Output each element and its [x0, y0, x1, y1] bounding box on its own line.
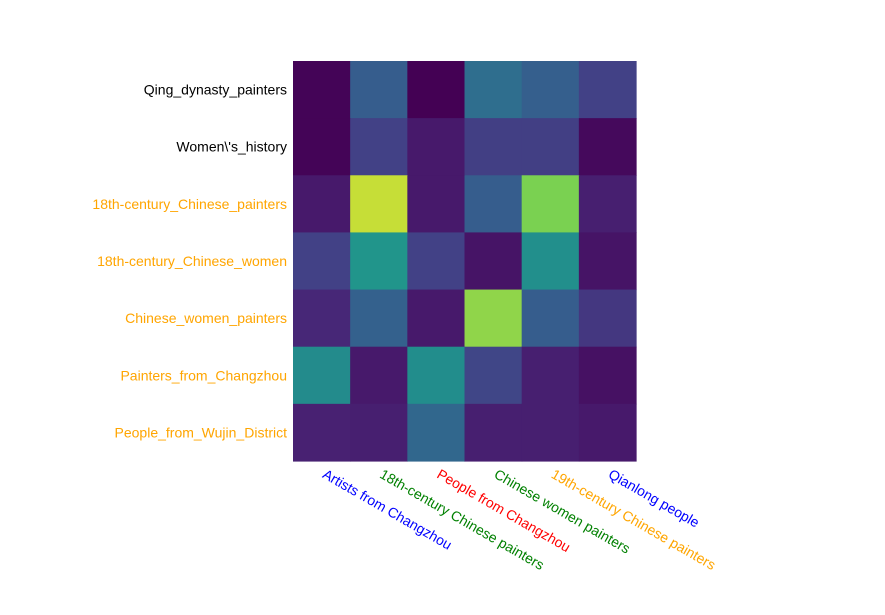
heatmap-cell-r0-c4	[521, 61, 580, 119]
heatmap-cell-r3-c5	[578, 232, 637, 291]
heatmap-cell-r2-c0	[293, 175, 351, 234]
heatmap-cell-r0-c0	[293, 61, 351, 119]
heatmap-cell-r4-c1	[350, 289, 408, 348]
heatmap-cell-r3-c2	[407, 232, 466, 291]
heatmap-cell-r0-c5	[578, 61, 637, 119]
heatmap-cell-r2-c1	[350, 175, 408, 234]
row-label-5: Painters_from_Changzhou	[120, 367, 287, 383]
heatmap-cell-r6-c2	[407, 403, 466, 462]
heatmap-cell-r5-c3	[464, 346, 523, 405]
row-label-1: Women\'s_history	[176, 139, 287, 155]
row-label-3: 18th-century_Chinese_women	[97, 253, 287, 269]
heatmap-cell-r5-c2	[407, 346, 466, 405]
heatmap-cell-r5-c1	[350, 346, 408, 405]
heatmap-cell-r6-c1	[350, 403, 408, 462]
heatmap-cell-r5-c4	[521, 346, 580, 405]
row-labels: Qing_dynasty_painters Women\'s_history 18t…	[92, 82, 287, 441]
heatmap-cell-r0-c3	[464, 61, 523, 119]
heatmap-cell-r6-c0	[293, 403, 351, 462]
heatmap-cell-r6-c3	[464, 403, 523, 462]
heatmap-cell-r3-c0	[293, 232, 351, 291]
row-label-0: Qing_dynasty_painters	[144, 82, 287, 98]
heatmap-cell-r2-c2	[407, 175, 466, 234]
heatmap-cell-r4-c5	[578, 289, 637, 348]
heatmap-cell-r4-c3	[464, 289, 523, 348]
heatmap-cell-r1-c3	[464, 118, 523, 176]
heatmap-cell-r3-c3	[464, 232, 523, 291]
heatmap-cells	[293, 61, 637, 462]
row-label-2: 18th-century_Chinese_painters	[92, 196, 287, 212]
heatmap-cell-r1-c4	[521, 118, 580, 176]
row-label-4: Chinese_women_painters	[125, 310, 287, 326]
heatmap-cell-r4-c0	[293, 289, 351, 348]
heatmap-cell-r3-c1	[350, 232, 408, 291]
heatmap-cell-r1-c0	[293, 118, 351, 176]
heatmap-cell-r1-c2	[407, 118, 466, 176]
heatmap-cell-r3-c4	[521, 232, 580, 291]
heatmap-cell-r6-c5	[578, 403, 637, 462]
heatmap-cell-r2-c3	[464, 175, 523, 234]
heatmap-cell-r0-c2	[407, 61, 466, 119]
heatmap-cell-r2-c5	[578, 175, 637, 234]
row-label-6: People_from_Wujin_District	[115, 424, 288, 440]
heatmap-cell-r5-c0	[293, 346, 351, 405]
heatmap-cell-r0-c1	[350, 61, 408, 119]
heatmap-cell-r2-c4	[521, 175, 580, 234]
heatmap-cell-r6-c4	[521, 403, 580, 462]
heatmap-cell-r1-c1	[350, 118, 408, 176]
heatmap-cell-r1-c5	[578, 118, 637, 176]
heatmap-cell-r5-c5	[578, 346, 637, 405]
heatmap-cell-r4-c4	[521, 289, 580, 348]
heatmap-cell-r4-c2	[407, 289, 466, 348]
